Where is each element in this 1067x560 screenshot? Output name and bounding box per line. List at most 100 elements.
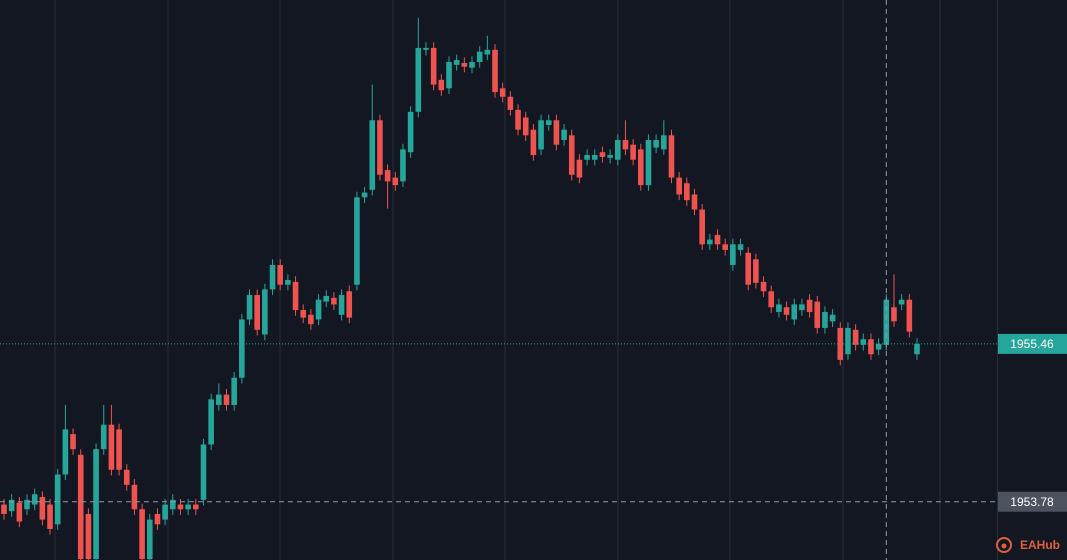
candle-body	[714, 234, 721, 245]
candle-body	[154, 513, 161, 525]
candle-body	[645, 140, 652, 186]
candle-body	[231, 377, 237, 405]
candle-body	[162, 504, 168, 520]
candle-body	[438, 79, 445, 91]
candle-body	[768, 291, 775, 308]
candle-body	[515, 109, 521, 130]
candle-body	[753, 259, 759, 283]
candle-body	[323, 295, 330, 302]
candle-body	[806, 299, 813, 312]
candle-body	[522, 117, 529, 136]
candle-body	[699, 209, 705, 245]
candle-body	[622, 140, 629, 150]
candle-body	[446, 62, 452, 89]
candle-body	[799, 304, 805, 311]
candle-body	[31, 494, 38, 505]
last-price-label: 1955.46	[1010, 337, 1054, 351]
candle-body	[177, 504, 184, 510]
candle-body	[707, 239, 713, 245]
watermark: EAHub	[996, 537, 1060, 553]
candle-body	[584, 155, 590, 160]
candle-body	[722, 244, 728, 250]
candle-body	[461, 62, 468, 67]
candle-body	[400, 149, 406, 182]
candles	[1, 17, 920, 560]
candle-body	[783, 307, 790, 315]
candle-body	[239, 319, 245, 378]
candle-body	[914, 343, 920, 355]
candle-body	[530, 129, 537, 156]
candle-body	[269, 264, 276, 290]
candle-body	[898, 299, 905, 305]
candle-body	[216, 394, 222, 405]
candle-body	[139, 509, 145, 560]
candle-body	[883, 299, 890, 345]
candle-body	[16, 502, 23, 522]
candle-body	[499, 88, 506, 97]
candle-body	[108, 424, 115, 470]
candle-body	[492, 49, 498, 93]
candle-body	[146, 519, 153, 560]
candle-body	[676, 177, 682, 195]
candle-body	[308, 314, 314, 325]
candle-body	[568, 135, 575, 175]
candle-body	[24, 499, 30, 510]
candle-body	[377, 120, 383, 175]
candle-body	[791, 304, 798, 320]
candle-body	[338, 295, 345, 315]
candle-body	[630, 144, 636, 160]
candle-body	[430, 47, 437, 85]
candle-body	[223, 394, 230, 405]
candle-body	[208, 399, 214, 445]
candle-body	[599, 152, 606, 157]
candle-body	[576, 159, 583, 178]
candle-body	[875, 343, 882, 350]
candle-body	[407, 111, 414, 153]
candle-body	[852, 329, 859, 345]
candle-body	[691, 194, 698, 210]
candle-body	[70, 434, 76, 450]
candle-body	[331, 297, 337, 305]
candle-body	[868, 339, 874, 355]
candle-body	[85, 513, 92, 560]
candle-body	[392, 177, 399, 186]
candle-body	[123, 469, 130, 485]
candle-body	[8, 499, 15, 512]
crosshair-price-label: 1953.78	[1010, 495, 1054, 509]
candle-body	[684, 183, 690, 201]
candle-body	[860, 339, 867, 345]
candle-body	[246, 295, 253, 320]
candle-body	[200, 444, 207, 500]
candle-body	[737, 244, 744, 250]
candle-body	[661, 135, 667, 150]
candle-body	[415, 47, 422, 112]
candle-body	[93, 449, 99, 560]
candle-body	[760, 281, 767, 292]
candle-body	[285, 280, 291, 285]
candle-body	[346, 291, 353, 318]
candle-body	[116, 429, 122, 470]
candle-body	[776, 304, 782, 312]
candle-body	[361, 192, 368, 198]
candle-body	[62, 429, 69, 475]
last-price-box	[998, 333, 1067, 354]
candle-body	[292, 281, 299, 311]
candle-body	[193, 504, 199, 510]
candle-body	[730, 244, 736, 265]
candle-body	[47, 504, 53, 529]
candle-body	[131, 484, 138, 510]
candle-body	[453, 60, 460, 65]
candle-body	[300, 310, 307, 318]
candle-body	[169, 499, 176, 510]
candle-body	[653, 140, 659, 148]
candle-body	[545, 120, 552, 125]
candle-body	[538, 120, 544, 150]
candle-body	[745, 252, 752, 285]
candle-body	[829, 314, 836, 322]
candle-body	[469, 62, 475, 68]
candle-body	[561, 129, 567, 140]
